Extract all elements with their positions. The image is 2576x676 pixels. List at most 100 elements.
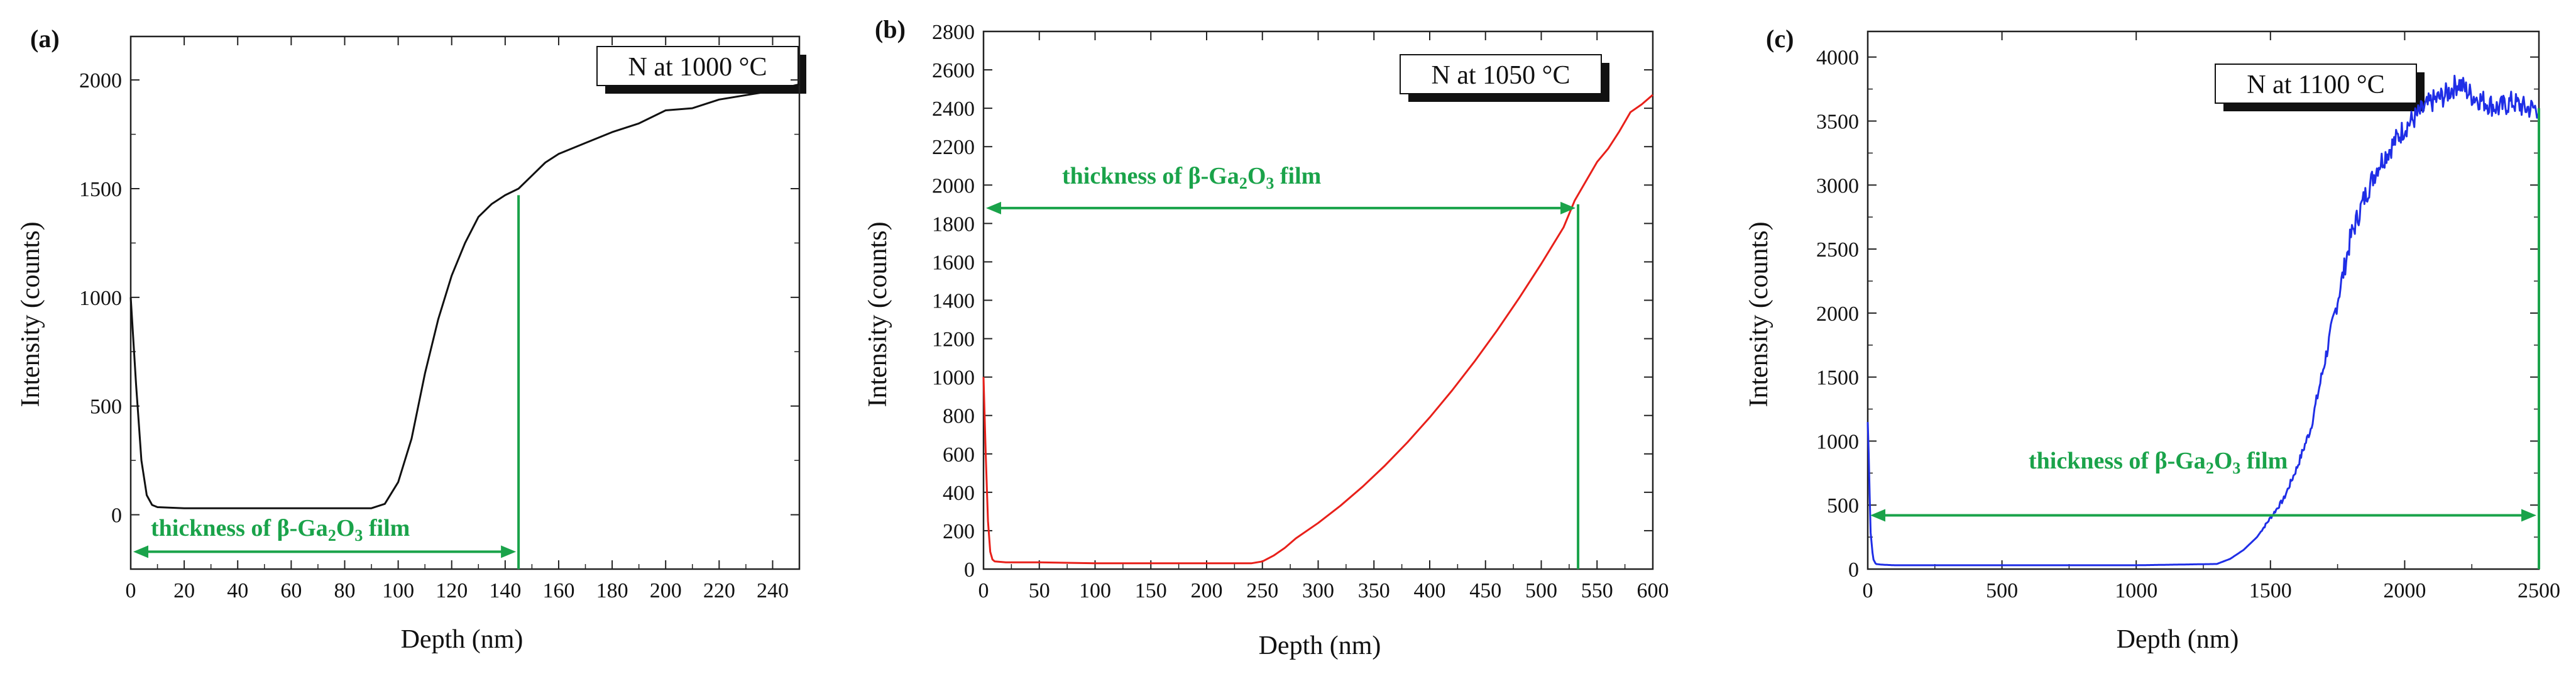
x-tick-label: 550 — [1581, 579, 1613, 602]
y-tick-label: 2800 — [932, 21, 975, 44]
legend-box: N at 1000 °C — [596, 46, 806, 94]
anno-sub: 2 — [2206, 459, 2214, 477]
panel-c: (c) N at 1100 °C Depth (nm) Intensity (c… — [1745, 25, 2425, 654]
y-tick-label: 1400 — [932, 290, 975, 313]
x-tick-label: 60 — [280, 579, 302, 602]
x-tick-label: 240 — [757, 579, 789, 602]
panel-tag: (b) — [875, 15, 906, 43]
x-tick-label: 140 — [489, 579, 521, 602]
legend-box: N at 1100 °C — [2215, 64, 2425, 111]
chart-0: 0 20 40 60 80 100 120 140 160 180 200 220 240 0 500 100… — [79, 35, 801, 602]
y-tick-label: 2600 — [932, 59, 975, 82]
y-tick-label: 1000 — [79, 287, 122, 310]
x-tick-label: 250 — [1246, 579, 1278, 602]
x-tick-label: 500 — [1986, 579, 2018, 602]
y-tick-label: 1000 — [932, 367, 975, 390]
y-tick-label: 3000 — [1816, 174, 1859, 197]
anno-prefix: thickness of β-Ga — [2029, 448, 2206, 474]
x-tick-label: 100 — [382, 579, 414, 602]
x-tick-label: 160 — [542, 579, 574, 602]
anno-sub: 2 — [1239, 174, 1247, 192]
thickness-annotation: thickness of β-Ga2O3 film — [151, 515, 410, 545]
y-tick-label: 2200 — [932, 136, 975, 159]
y-tick-label: 2400 — [932, 97, 975, 121]
anno-mid: O — [2214, 448, 2233, 474]
x-tick-label: 2000 — [2383, 579, 2426, 602]
anno-sub: 2 — [328, 526, 336, 545]
y-axis-title: Intensity (counts) — [16, 221, 45, 407]
x-tick-label: 1000 — [2115, 579, 2157, 602]
x-tick-label: 2500 — [2518, 579, 2560, 602]
x-tick-label: 50 — [1029, 579, 1050, 602]
plot-frame — [129, 35, 801, 570]
y-axis-title: Intensity (counts) — [863, 221, 892, 407]
x-tick-label: 180 — [596, 579, 628, 602]
plots: 0 20 40 60 80 100 120 140 160 180 200 220 2400500100… — [79, 21, 2560, 602]
panel-b: (b) N at 1050 °C Depth (nm) Intensity (c… — [863, 15, 1609, 660]
y-tick-label: 800 — [943, 405, 975, 428]
y-tick-label: 0 — [964, 558, 975, 582]
y-tick-label: 500 — [90, 396, 122, 419]
y-tick-label: 2500 — [1816, 238, 1859, 262]
thickness-arrow-head-right — [1560, 201, 1576, 214]
y-tick-label: 0 — [111, 504, 122, 528]
legend-label: N at 1100 °C — [2247, 70, 2384, 99]
y-tick-label: 2000 — [79, 69, 122, 92]
x-tick-label: 450 — [1469, 579, 1501, 602]
x-axis-title: Depth (nm) — [401, 625, 523, 654]
y-axis-title: Intensity (counts) — [1745, 221, 1773, 407]
anno-prefix: thickness of β-Ga — [1062, 163, 1239, 189]
legend-box: N at 1050 °C — [1400, 54, 1609, 102]
x-axis-title: Depth (nm) — [1259, 631, 1381, 660]
legend-frame — [596, 46, 799, 86]
plot-frame — [982, 30, 1654, 570]
anno-mid: O — [1247, 163, 1266, 189]
y-tick-label: 1500 — [1816, 367, 1859, 390]
anno-suffix: film — [1274, 163, 1321, 189]
x-tick-label: 220 — [703, 579, 735, 602]
x-tick-label: 40 — [227, 579, 248, 602]
legend-frame — [1400, 54, 1602, 94]
x-tick-label: 350 — [1358, 579, 1390, 602]
x-tick-label: 500 — [1525, 579, 1557, 602]
y-tick-label: 0 — [1848, 558, 1859, 582]
y-tick-label: 1200 — [932, 328, 975, 352]
anno-sub: 3 — [1266, 174, 1274, 192]
thickness-arrow-head-left — [133, 545, 148, 558]
y-tick-label: 600 — [943, 443, 975, 467]
x-axis-title: Depth (nm) — [2117, 625, 2239, 654]
y-tick-label: 2000 — [932, 174, 975, 197]
x-tick-label: 1500 — [2249, 579, 2292, 602]
thickness-arrow-head-left — [1870, 509, 1885, 522]
legend-label: N at 1050 °C — [1432, 61, 1570, 90]
y-tick-label: 1800 — [932, 213, 975, 236]
anno-sub: 3 — [2232, 459, 2240, 477]
y-tick-label: 2000 — [1816, 302, 1859, 326]
y-tick-label: 1000 — [1816, 430, 1859, 453]
data-line — [129, 83, 800, 509]
anno-suffix: film — [363, 515, 410, 541]
x-tick-label: 0 — [978, 579, 989, 602]
x-tick-label: 300 — [1302, 579, 1334, 602]
anno-mid: O — [336, 515, 355, 541]
y-tick-label: 3500 — [1816, 111, 1859, 134]
thickness-arrow-head-right — [501, 545, 517, 558]
x-tick-label: 120 — [436, 579, 468, 602]
x-tick-label: 200 — [650, 579, 682, 602]
y-tick-label: 4000 — [1816, 47, 1859, 70]
thickness-annotation: thickness of β-Ga2O3 film — [1062, 163, 1321, 192]
x-tick-label: 100 — [1079, 579, 1111, 602]
panel-tag: (c) — [1766, 25, 1794, 53]
y-tick-label: 500 — [1827, 494, 1859, 518]
y-tick-label: 1500 — [79, 178, 122, 201]
anno-sub: 3 — [354, 526, 363, 545]
y-tick-label: 400 — [943, 482, 975, 505]
data-line — [982, 94, 1653, 565]
anno-suffix: film — [2240, 448, 2288, 474]
x-tick-label: 0 — [1863, 579, 1873, 602]
data-line — [1866, 74, 2540, 567]
y-tick-label: 1600 — [932, 251, 975, 274]
chart-1: 0 50 100 150 200 250 300 350 400 450 500 550 600 0 200… — [932, 21, 1669, 602]
panel-a: (a) N at 1000 °C Depth (nm) Intensity (c… — [16, 25, 806, 654]
thickness-annotation: thickness of β-Ga2O3 film — [2029, 448, 2288, 477]
